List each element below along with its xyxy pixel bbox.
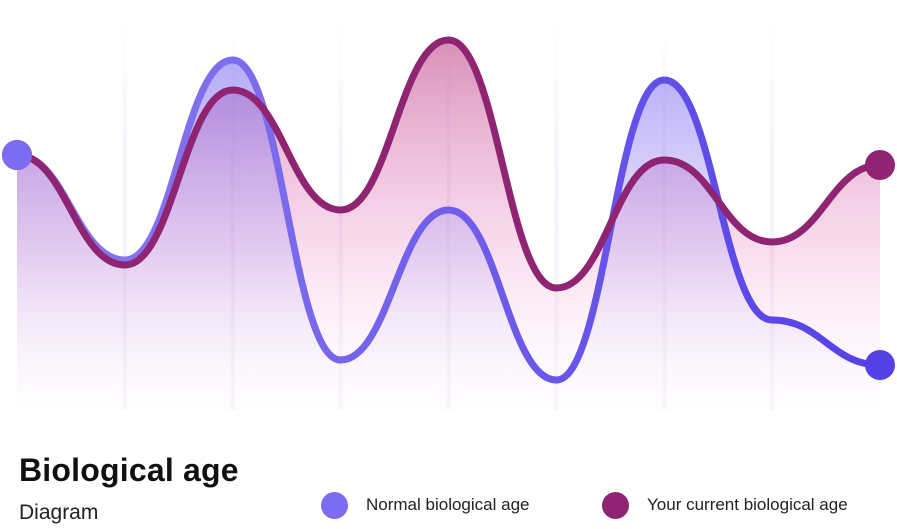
data-point-normal-end <box>865 350 895 380</box>
series-areas <box>17 40 880 410</box>
legend-item-current: Your current biological age <box>602 491 848 519</box>
legend-label-normal: Normal biological age <box>366 495 530 514</box>
legend-label-current: Your current biological age <box>647 495 848 514</box>
data-point-normal-start <box>2 140 32 170</box>
grid-line <box>554 20 559 410</box>
legend-swatch-normal <box>321 491 348 519</box>
series-lines <box>13 36 884 384</box>
chart-title: Biological age <box>19 452 239 488</box>
grid-line <box>770 20 775 410</box>
series-line-current <box>13 36 884 292</box>
series-area-normal <box>17 60 880 410</box>
series-end-points <box>2 140 895 380</box>
data-point-current-end <box>865 150 895 180</box>
legend-item-normal: Normal biological age <box>321 491 529 519</box>
series-line-normal <box>13 56 884 384</box>
chart-subtitle: Diagram <box>19 501 99 524</box>
legend-swatch-current <box>602 491 629 519</box>
grid-line <box>122 20 127 410</box>
biological-age-chart <box>2 20 895 410</box>
